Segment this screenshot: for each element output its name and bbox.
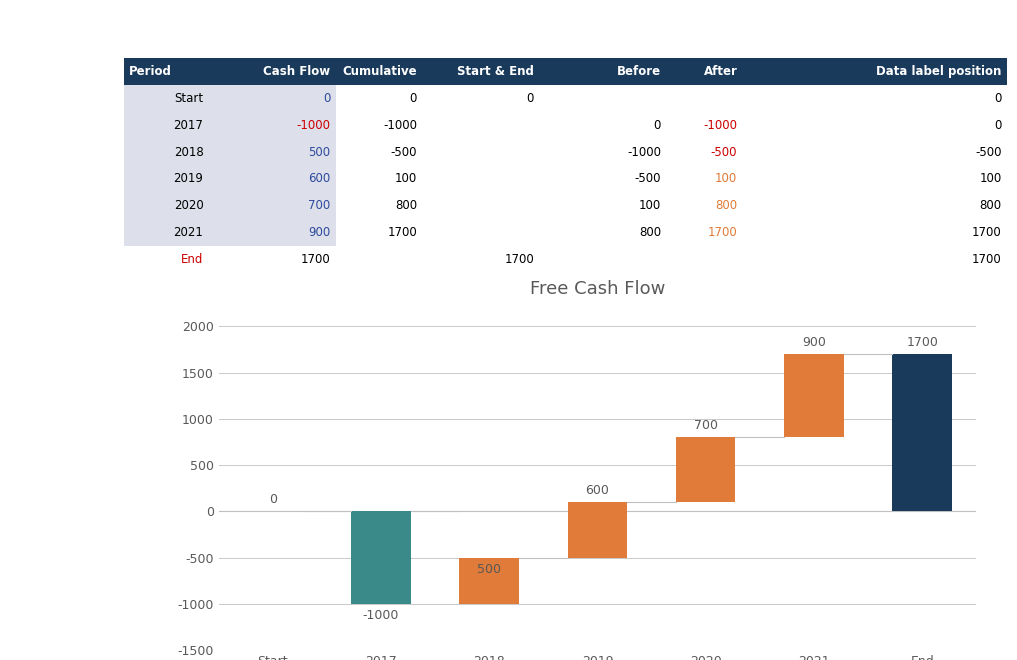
Text: Before: Before [617, 65, 661, 78]
Text: 1700: 1700 [708, 226, 737, 239]
Text: -500: -500 [711, 146, 737, 158]
Text: 700: 700 [694, 419, 718, 432]
Text: 500: 500 [308, 146, 331, 158]
Bar [124, 85, 336, 246]
Text: -500: -500 [975, 146, 1002, 158]
Text: 0: 0 [323, 92, 331, 105]
Text: Waterfall Chart Template: Waterfall Chart Template [76, 30, 292, 46]
Text: 0: 0 [410, 92, 417, 105]
Text: Cumulative: Cumulative [343, 65, 417, 78]
Text: -1000: -1000 [297, 119, 331, 132]
Text: 600: 600 [308, 172, 331, 185]
Text: -1000: -1000 [704, 119, 737, 132]
Text: 1700: 1700 [504, 253, 534, 266]
Text: 100: 100 [715, 172, 737, 185]
Text: Data label position: Data label position [877, 65, 1002, 78]
Text: 2021: 2021 [174, 226, 203, 239]
Text: 0: 0 [995, 92, 1002, 105]
Bar [893, 354, 952, 512]
Text: Cash Flow: Cash Flow [263, 65, 331, 78]
Text: 0: 0 [268, 493, 277, 506]
Text: -500: -500 [391, 146, 417, 158]
Text: 700: 700 [308, 199, 331, 213]
Bar [124, 58, 1007, 85]
Text: -1000: -1000 [383, 119, 417, 132]
Text: 100: 100 [639, 199, 661, 213]
Text: Start: Start [174, 92, 203, 105]
Text: 800: 800 [395, 199, 417, 213]
Text: 1700: 1700 [906, 336, 938, 348]
Text: 1700: 1700 [972, 253, 1002, 266]
Text: 1700: 1700 [972, 226, 1002, 239]
Text: 900: 900 [308, 226, 331, 239]
Title: Free Cash Flow: Free Cash Flow [530, 280, 665, 298]
Text: -500: -500 [635, 172, 661, 185]
Text: 800: 800 [639, 226, 661, 239]
Bar [784, 354, 844, 438]
Text: 2017: 2017 [174, 119, 203, 132]
Text: 500: 500 [477, 563, 501, 576]
Text: 1700: 1700 [301, 253, 331, 266]
Text: -1000: -1000 [627, 146, 661, 158]
Text: 1700: 1700 [387, 226, 417, 239]
Text: 2020: 2020 [174, 199, 203, 213]
Text: After: After [704, 65, 737, 78]
Text: End: End [181, 253, 203, 266]
Text: 800: 800 [979, 199, 1002, 213]
Text: Start & End: Start & End [457, 65, 534, 78]
Text: 2018: 2018 [174, 146, 203, 158]
Text: © Corporate Finance Institute®. All rights reserved.: © Corporate Finance Institute®. All righ… [10, 13, 282, 22]
Text: Period: Period [129, 65, 172, 78]
Text: 0: 0 [654, 119, 661, 132]
Bar [567, 502, 627, 558]
Text: 100: 100 [395, 172, 417, 185]
Text: 600: 600 [586, 484, 609, 496]
Text: -1000: -1000 [363, 609, 400, 622]
Bar [460, 558, 519, 604]
Bar [676, 438, 735, 502]
Text: 0: 0 [527, 92, 534, 105]
Text: 900: 900 [802, 336, 826, 348]
Bar [351, 512, 411, 604]
Text: 0: 0 [995, 119, 1002, 132]
Text: 2019: 2019 [174, 172, 203, 185]
Text: 800: 800 [715, 199, 737, 213]
Text: 100: 100 [979, 172, 1002, 185]
